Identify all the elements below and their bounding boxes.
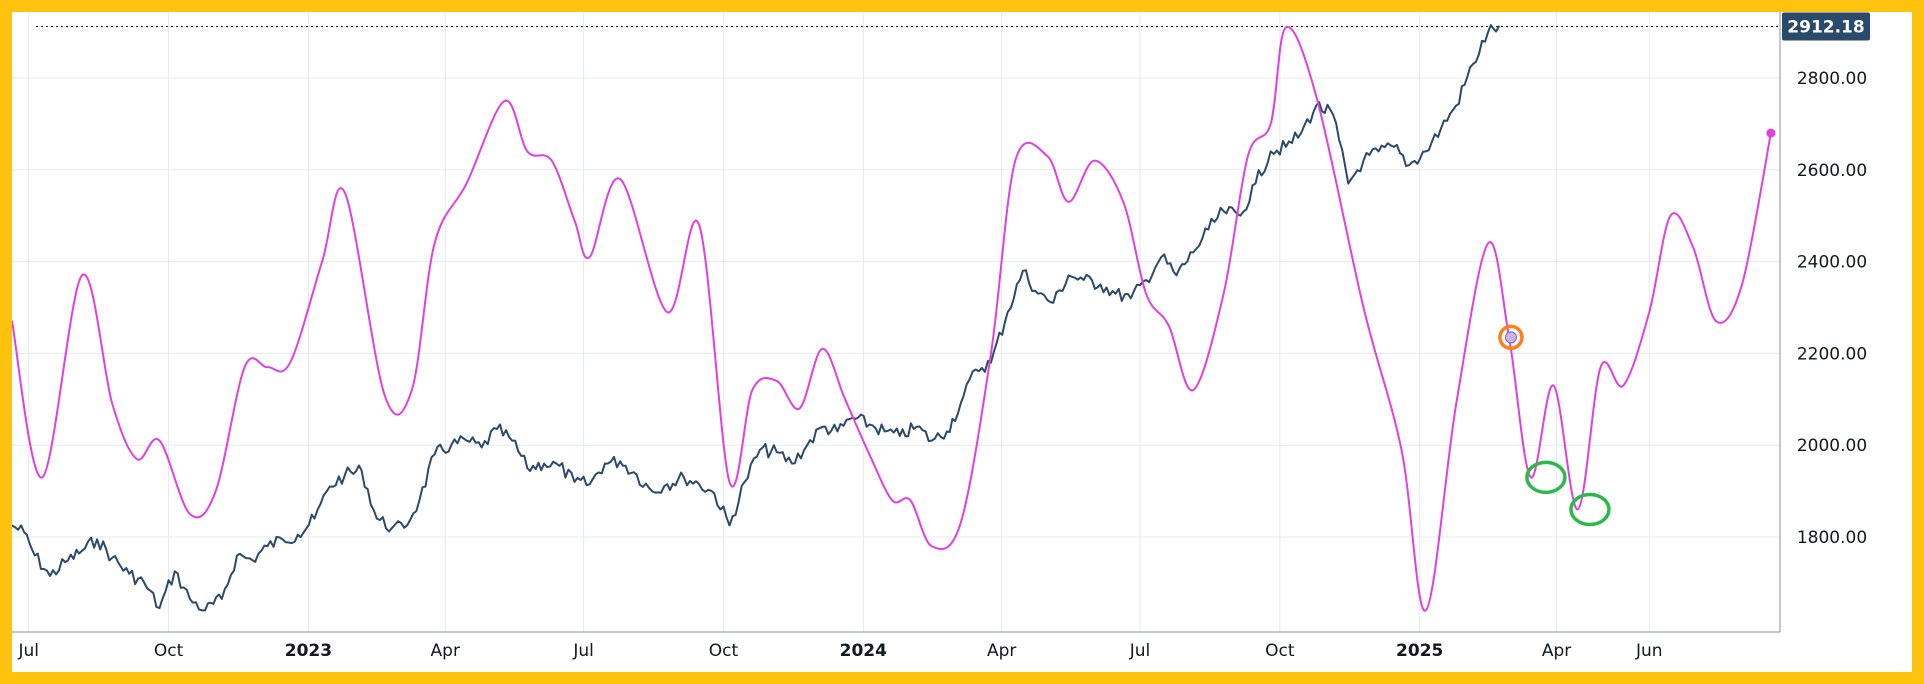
chart-grid [12,12,1780,632]
annotation-circle [1498,324,1524,351]
x-tick-label[interactable]: Apr [1542,641,1571,661]
annotation-layer [1498,324,1611,527]
y-tick-label: 2200.00 [1797,344,1867,364]
x-tick-label[interactable]: Apr [431,641,460,661]
x-tick-label[interactable]: 2025 [1396,641,1443,661]
x-tick-label[interactable]: Jul [572,641,594,661]
x-tick-label[interactable]: Jul [1129,641,1151,661]
annotation-ellipse [1569,492,1611,527]
x-tick-label[interactable]: Jun [1635,641,1663,661]
x-axis-labels[interactable]: Jul Oct 2023 Apr Jul Oct 2024 Apr Jul Oct 2025 Apr J… [17,641,1662,661]
last-price-value: 2912.18 [1787,18,1864,38]
y-tick-label: 2600.00 [1797,161,1867,181]
y-tick-label: 2800.00 [1797,69,1867,89]
x-tick-label[interactable]: Apr [987,641,1016,661]
x-tick-label[interactable]: Oct [1265,641,1295,661]
x-tick-label[interactable]: Jul [17,641,39,661]
x-tick-label[interactable]: 2024 [840,641,887,661]
series-end-marker [1766,128,1776,138]
annotation-ellipse [1525,460,1567,495]
series-line-1 [12,24,1500,612]
x-tick-label[interactable]: 2023 [285,641,332,661]
annotation-dot [1504,331,1517,344]
series-line-2 [12,26,1772,612]
y-tick-label: 2400.00 [1797,253,1867,273]
y-tick-label: 2000.00 [1797,436,1867,456]
last-price-badge: 2912.18 [1782,12,1870,41]
y-tick-label: 1800.00 [1797,528,1867,548]
x-tick-label[interactable]: Oct [709,641,739,661]
series-layer [12,24,1776,612]
y-axis-labels: 1800.00 2000.00 2200.00 2400.00 2600.00 2800.… [1797,69,1867,548]
x-tick-label[interactable]: Oct [154,641,184,661]
